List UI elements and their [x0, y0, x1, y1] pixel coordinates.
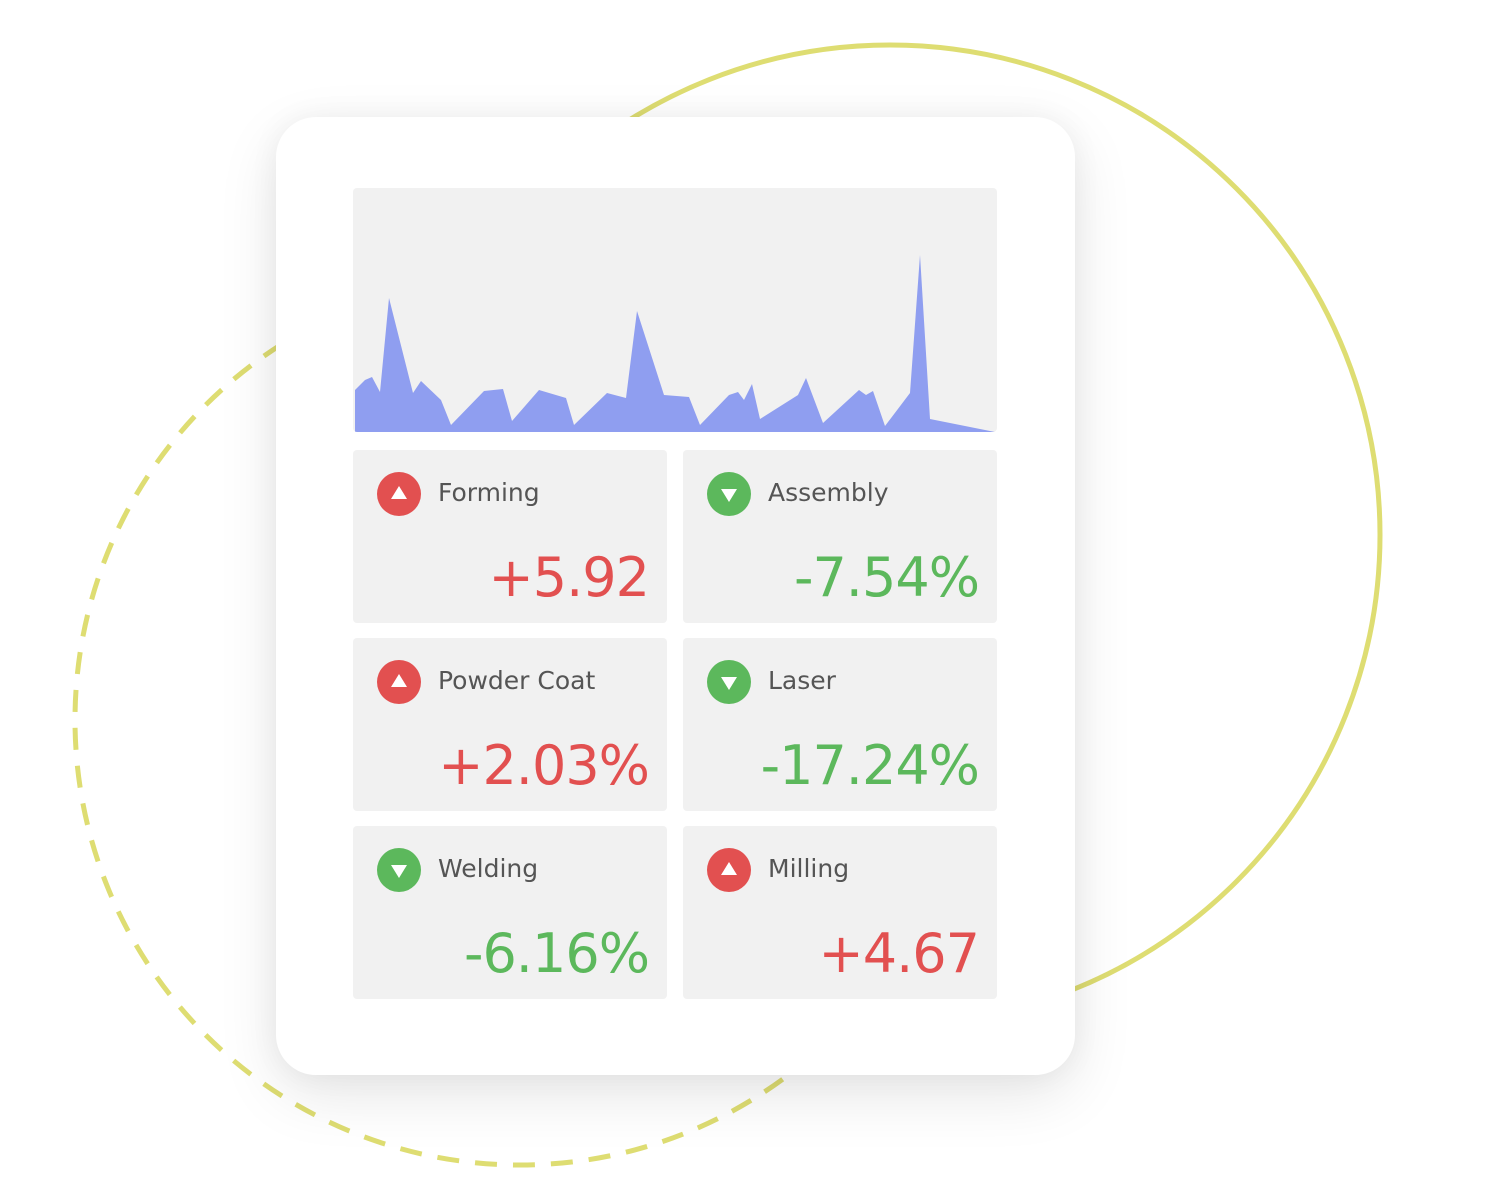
trend-icon [707, 660, 751, 704]
kpi-value: +4.67 [818, 922, 980, 985]
icon-arrow [391, 674, 407, 687]
trend-icon [707, 472, 751, 516]
icon-arrow [721, 862, 737, 875]
kpi-grid: Forming +5.92 Assembly -7.54% Powder Coat +2.… [353, 450, 997, 999]
kpi-tile: Welding -6.16% [353, 826, 667, 999]
trend-icon [377, 472, 421, 516]
sparkline [353, 188, 997, 432]
kpi-label: Milling [768, 854, 850, 883]
sparkline-area [355, 255, 995, 432]
icon-arrow [391, 865, 407, 878]
dashboard-card: Forming +5.92 Assembly -7.54% Powder Coat +2.… [276, 117, 1075, 1075]
trend-icon [377, 848, 421, 892]
kpi-tile: Powder Coat +2.03% [353, 638, 667, 811]
kpi-value: -6.16% [463, 922, 650, 985]
kpi-tile: Forming +5.92 [353, 450, 667, 623]
icon-arrow [391, 486, 407, 499]
kpi-label: Assembly [768, 478, 889, 507]
kpi-label: Powder Coat [438, 666, 596, 695]
icon-arrow [721, 489, 737, 502]
kpi-value: +2.03% [438, 734, 650, 797]
kpi-value: -7.54% [793, 546, 980, 609]
icon-arrow [721, 677, 737, 690]
kpi-tile: Milling +4.67 [683, 826, 997, 999]
kpi-tile: Assembly -7.54% [683, 450, 997, 623]
trend-icon [377, 660, 421, 704]
trend-icon [707, 848, 751, 892]
kpi-tile: Laser -17.24% [683, 638, 997, 811]
kpi-value: +5.92 [488, 546, 650, 609]
kpi-label: Forming [438, 478, 540, 507]
kpi-label: Welding [438, 854, 539, 883]
kpi-label: Laser [768, 666, 836, 695]
kpi-value: -17.24% [760, 734, 980, 797]
